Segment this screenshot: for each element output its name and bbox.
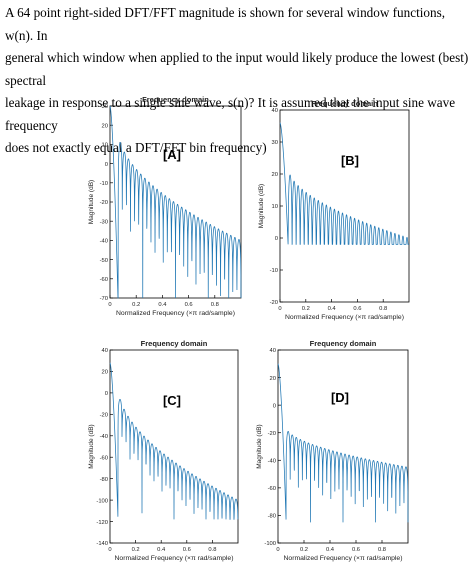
y-tick-label: -40 bbox=[100, 434, 108, 440]
spectrum-series-line bbox=[109, 105, 242, 299]
y-tick-label: 40 bbox=[270, 348, 276, 354]
y-tick-label: 20 bbox=[270, 376, 276, 382]
y-tick-label: -30 bbox=[100, 219, 108, 225]
y-tick-label: -140 bbox=[96, 541, 108, 547]
y-axis-label: Magnitude (dB) bbox=[88, 180, 95, 224]
y-tick-label: 30 bbox=[102, 104, 108, 110]
x-tick-label: 0.8 bbox=[208, 547, 216, 553]
x-tick-label: 0.2 bbox=[302, 306, 310, 312]
y-axis-label: Magnitude (dB) bbox=[258, 184, 265, 228]
spectrum-series-line bbox=[279, 122, 409, 245]
x-tick-label: 0.8 bbox=[211, 302, 219, 308]
y-tick-label: 40 bbox=[102, 348, 108, 354]
spectrum-series-line bbox=[109, 362, 239, 520]
y-tick-label: -100 bbox=[96, 498, 108, 504]
y-tick-label: -120 bbox=[96, 520, 108, 526]
y-tick-label: -40 bbox=[268, 458, 276, 464]
y-tick-label: 0 bbox=[275, 236, 278, 242]
chart-title: Frequency domain bbox=[311, 99, 378, 108]
x-tick-label: 0.6 bbox=[352, 547, 360, 553]
x-axis-label: Normalized Frequency (×π rad/sample) bbox=[284, 555, 403, 562]
x-tick-label: 0.8 bbox=[378, 547, 386, 553]
x-tick-label: 0.2 bbox=[132, 547, 140, 553]
y-axis-label: Magnitude (dB) bbox=[88, 424, 95, 468]
y-tick-label: -40 bbox=[100, 239, 108, 245]
x-axis-label: Normalized Frequency (×π rad/sample) bbox=[115, 555, 234, 562]
x-tick-label: 0.4 bbox=[158, 302, 167, 308]
y-tick-label: -60 bbox=[268, 486, 276, 492]
y-tick-label: -50 bbox=[100, 258, 108, 264]
y-tick-label: 0 bbox=[273, 403, 276, 409]
plot-frame bbox=[109, 349, 239, 544]
question-line: does not exactly equal a DFT/FFT bin fre… bbox=[5, 140, 267, 155]
y-tick-label: 0 bbox=[105, 162, 108, 168]
y-tick-label: -80 bbox=[100, 477, 108, 483]
x-tick-label: 0 bbox=[276, 547, 279, 553]
y-tick-label: -10 bbox=[270, 268, 278, 274]
y-axis-label: Magnitude (dB) bbox=[256, 424, 263, 468]
x-tick-label: 0 bbox=[108, 547, 111, 553]
y-tick-label: -20 bbox=[100, 200, 108, 206]
y-tick-label: 10 bbox=[102, 143, 108, 149]
y-tick-label: -60 bbox=[100, 277, 108, 283]
y-tick-label: -70 bbox=[100, 296, 108, 302]
x-tick-label: 0.4 bbox=[157, 547, 166, 553]
y-tick-label: 20 bbox=[102, 370, 108, 376]
y-tick-label: -10 bbox=[100, 181, 108, 187]
y-tick-label: -20 bbox=[268, 431, 276, 437]
x-tick-label: 0.8 bbox=[379, 306, 387, 312]
plot-frame bbox=[277, 349, 409, 544]
spectrum-series-line bbox=[277, 363, 409, 523]
y-tick-label: -20 bbox=[270, 300, 278, 306]
x-tick-label: 0.2 bbox=[132, 302, 140, 308]
x-axis-label: Normalized Frequency (×π rad/sample) bbox=[116, 310, 235, 317]
x-tick-label: 0.6 bbox=[185, 302, 193, 308]
y-tick-label: 30 bbox=[272, 140, 278, 146]
x-tick-label: 0.4 bbox=[326, 547, 335, 553]
x-tick-label: 0 bbox=[108, 302, 111, 308]
y-tick-label: -80 bbox=[268, 514, 276, 520]
question-text: A 64 point right-sided DFT/FFT magnitude… bbox=[5, 2, 471, 160]
y-tick-label: 20 bbox=[102, 123, 108, 129]
x-axis-label: Normalized Frequency (×π rad/sample) bbox=[285, 314, 404, 321]
panel-label: [B] bbox=[341, 153, 359, 168]
x-tick-label: 0.6 bbox=[183, 547, 191, 553]
panel-label: [A] bbox=[163, 147, 181, 162]
y-tick-label: -20 bbox=[100, 413, 108, 419]
x-tick-label: 0.6 bbox=[353, 306, 361, 312]
y-tick-label: 10 bbox=[272, 204, 278, 210]
chart-title: Frequency domain bbox=[142, 95, 209, 104]
panel-label: [C] bbox=[163, 393, 181, 408]
y-tick-label: -100 bbox=[264, 541, 276, 547]
y-tick-label: 40 bbox=[272, 108, 278, 114]
chart-title: Frequency domain bbox=[310, 339, 377, 348]
y-tick-label: 20 bbox=[272, 172, 278, 178]
x-tick-label: 0.4 bbox=[328, 306, 337, 312]
question-line: general which window when applied to the… bbox=[5, 50, 469, 88]
y-tick-label: 0 bbox=[105, 391, 108, 397]
chart-title: Frequency domain bbox=[141, 339, 208, 348]
x-tick-label: 0.2 bbox=[300, 547, 308, 553]
y-tick-label: -60 bbox=[100, 455, 108, 461]
x-tick-label: 0 bbox=[278, 306, 281, 312]
panel-label: [D] bbox=[331, 390, 349, 405]
question-line: A 64 point right-sided DFT/FFT magnitude… bbox=[5, 5, 446, 43]
